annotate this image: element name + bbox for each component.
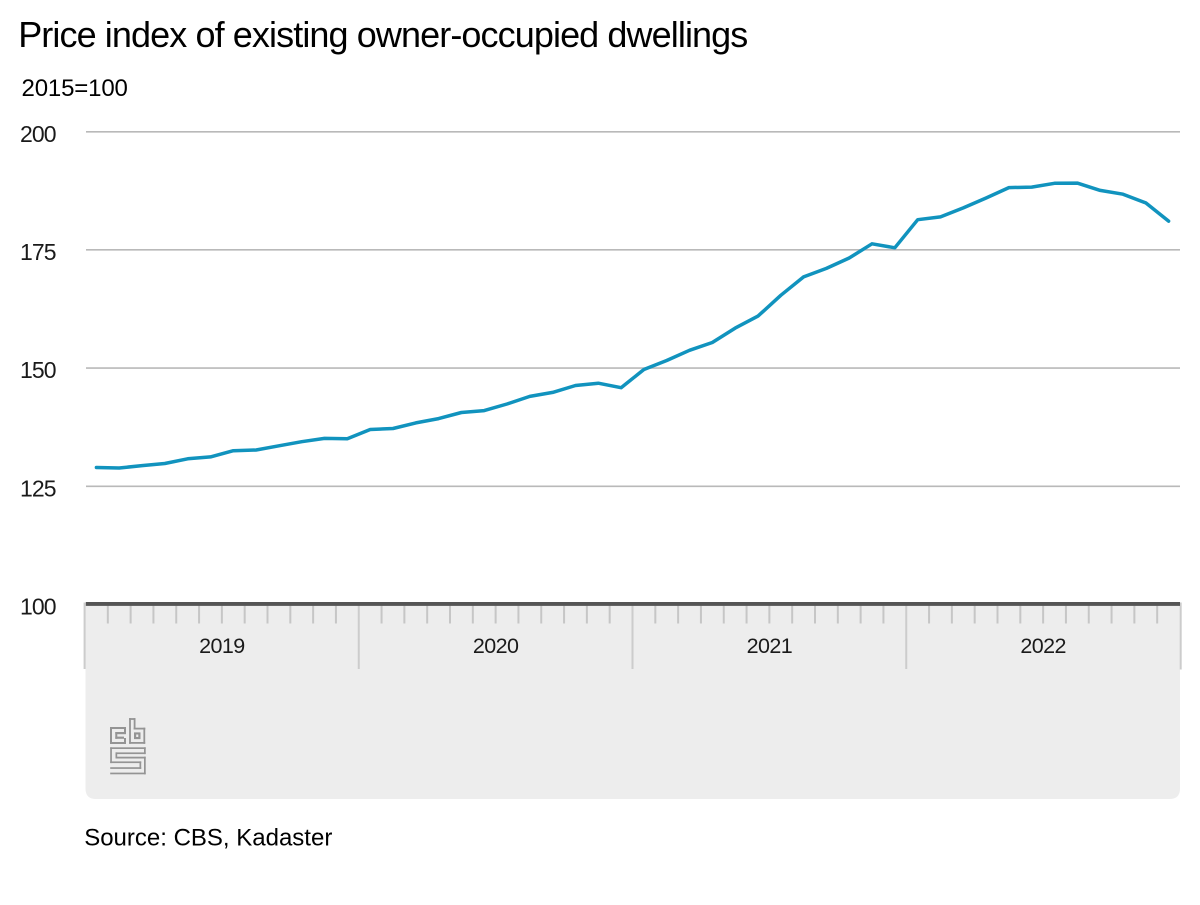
- svg-text:175: 175: [20, 239, 56, 265]
- svg-text:200: 200: [20, 121, 56, 147]
- svg-text:2022: 2022: [1020, 634, 1065, 658]
- svg-text:2015=100: 2015=100: [22, 75, 128, 102]
- svg-text:150: 150: [20, 357, 56, 383]
- svg-text:2021: 2021: [747, 634, 792, 658]
- svg-text:100: 100: [20, 593, 56, 619]
- svg-text:Price index of existing owner-: Price index of existing owner-occupied d…: [18, 14, 747, 55]
- svg-text:2020: 2020: [473, 634, 519, 658]
- svg-text:Source: CBS, Kadaster: Source: CBS, Kadaster: [84, 824, 332, 851]
- svg-text:125: 125: [20, 475, 56, 501]
- svg-text:2019: 2019: [199, 634, 244, 658]
